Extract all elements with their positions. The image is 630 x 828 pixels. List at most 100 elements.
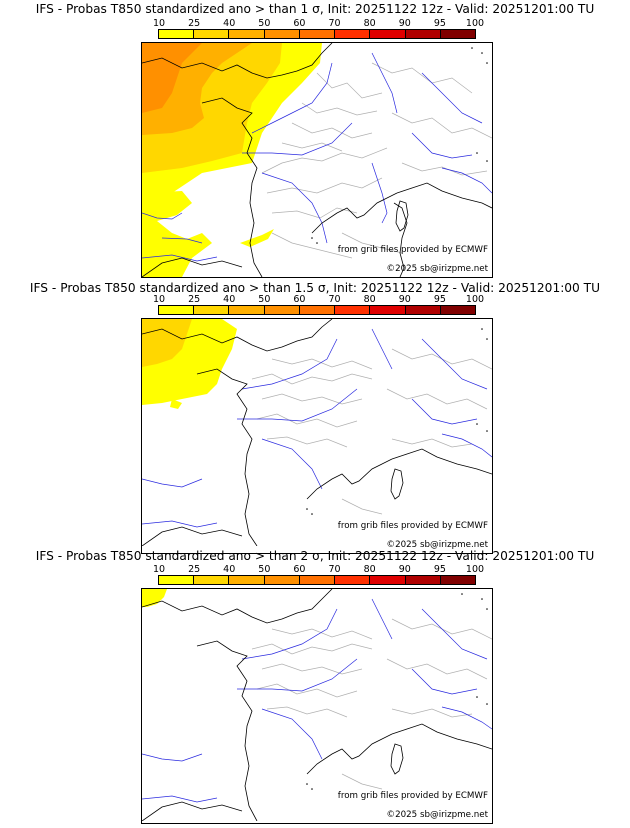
colorbar-segment [335,576,371,584]
colorbar-segment [159,30,195,38]
credit-source: from grib files provided by ECMWF [337,791,488,801]
colorbar [158,305,476,315]
colorbar-segment [335,30,371,38]
colorbar-segment [264,30,300,38]
colorbar-segment [159,306,195,314]
credit-source: from grib files provided by ECMWF [337,521,488,531]
probability-map: from grib files provided by ECMWF ©2025 … [141,588,493,824]
prob-field-yellow-spot [240,229,274,247]
colorbar-tick-label: 10 [152,294,166,305]
colorbar-tick-label: 50 [258,564,271,575]
colorbar-tick-label: 100 [465,564,485,575]
colorbar-segment [299,30,336,38]
colorbar-tick-label: 100 [465,294,485,305]
colorbar-tick-label: 25 [188,18,201,29]
colorbar-tick-label: 90 [398,564,411,575]
island-corsica [390,468,404,500]
colorbar-tick-label: 60 [293,294,306,305]
panel-title: IFS - Probas T850 standardized ano > tha… [35,549,595,563]
colorbar-segment [264,306,300,314]
island-corsica [395,200,409,232]
colorbar-tick-label: 80 [363,294,376,305]
colorbar-tick-label: 50 [258,18,271,29]
colorbar-segment [405,576,441,584]
panel-title: IFS - Probas T850 standardized ano > tha… [29,281,601,295]
colorbar-tick-label: 40 [223,564,236,575]
colorbar-segment [440,30,475,38]
colorbar-tick-label: 40 [223,18,236,29]
colorbar-segment [159,576,195,584]
colorbar-segment [299,306,336,314]
small-islands [311,47,488,244]
colorbar [158,29,476,39]
coastlines [142,319,492,546]
probability-map: from grib files provided by ECMWF ©2025 … [141,42,493,278]
credit-copyright: ©2025 sb@irizpme.net [386,540,488,550]
colorbar-tick-label: 10 [152,564,166,575]
colorbar-tick-label: 95 [433,564,446,575]
colorbar-tick-label: 40 [223,294,236,305]
colorbar-segment [440,306,475,314]
colorbar-tick-label: 10 [152,18,166,29]
colorbar-tick-label: 70 [328,18,341,29]
map-canvas [142,43,492,277]
colorbar-tick-label: 95 [433,294,446,305]
colorbar-segment [229,306,265,314]
rivers [142,328,492,528]
rivers [142,52,492,262]
credit-copyright: ©2025 sb@irizpme.net [386,264,488,274]
colorbar-tick-label: 25 [188,294,201,305]
colorbar-tick-label: 95 [433,18,446,29]
prob-field-yellow-sw [142,191,212,277]
credit-source: from grib files provided by ECMWF [337,245,488,255]
map-canvas [142,589,492,821]
admin-borders [261,62,492,259]
colorbar-segment [229,576,265,584]
panel-sigma-1-5: IFS - Probas T850 standardized ano > tha… [0,276,630,554]
prob-field-yellow [142,589,167,607]
colorbar-tick-label: 90 [398,18,411,29]
colorbar-tick-label: 80 [363,18,376,29]
colorbar-segment [370,306,406,314]
panel-sigma-2: IFS - Probas T850 standardized ano > tha… [0,546,630,824]
colorbar-tick-labels: 10 25 40 50 60 70 80 90 95 100 [153,564,484,575]
colorbar-segment [194,306,230,314]
coastlines [142,43,492,277]
colorbar-tick-label: 60 [293,564,306,575]
small-islands [306,328,488,515]
coastlines [142,589,492,821]
colorbar-segment [370,576,406,584]
colorbar-tick-label: 90 [398,294,411,305]
colorbar-segment [229,30,265,38]
colorbar-tick-label: 70 [328,564,341,575]
colorbar-segment [264,576,300,584]
rivers [142,598,492,803]
island-corsica [390,743,404,775]
colorbar-tick-labels: 10 25 40 50 60 70 80 90 95 100 [153,294,484,305]
colorbar-tick-label: 25 [188,564,201,575]
colorbar-segment [194,576,230,584]
colorbar-tick-label: 50 [258,294,271,305]
colorbar [158,575,476,585]
colorbar-segment [299,576,336,584]
panel-sigma-1: IFS - Probas T850 standardized ano > tha… [0,0,630,278]
colorbar-segment [370,30,406,38]
small-islands [306,593,488,790]
admin-borders [251,618,492,790]
colorbar-tick-labels: 10 25 40 50 60 70 80 90 95 100 [153,18,484,29]
prob-field-dark-orange [142,43,202,113]
panel-title: IFS - Probas T850 standardized ano > tha… [35,2,595,16]
colorbar-tick-label: 70 [328,294,341,305]
probability-map: from grib files provided by ECMWF ©2025 … [141,318,493,554]
colorbar-segment [335,306,371,314]
colorbar-tick-label: 100 [465,18,485,29]
colorbar-segment [440,576,475,584]
prob-field-yellow-spot [170,399,182,409]
colorbar-segment [194,30,230,38]
admin-borders [251,348,492,515]
colorbar-tick-label: 80 [363,564,376,575]
colorbar-segment [405,306,441,314]
colorbar-segment [405,30,441,38]
credit-copyright: ©2025 sb@irizpme.net [386,810,488,820]
colorbar-tick-label: 60 [293,18,306,29]
